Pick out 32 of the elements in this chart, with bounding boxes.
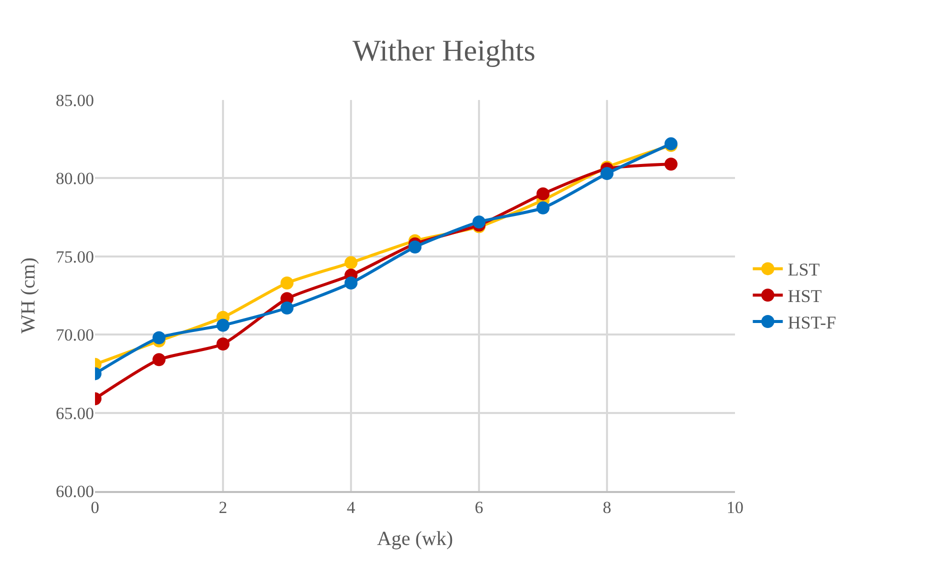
y-tick-label: 80.00 <box>56 169 94 188</box>
x-tick-label: 0 <box>90 498 100 518</box>
y-tick-label: 60.00 <box>56 482 94 501</box>
y-tick-label: 65.00 <box>56 404 94 423</box>
x-tick-label: 10 <box>726 498 744 518</box>
x-tick-label: 2 <box>218 498 228 518</box>
point <box>280 302 294 315</box>
y-axis-title: WH (cm) <box>17 257 40 334</box>
x-tick-label: 8 <box>602 498 612 518</box>
point <box>344 276 358 290</box>
x-tick-label: 6 <box>474 498 484 518</box>
point <box>216 318 230 332</box>
y-tick-label: 75.00 <box>56 247 94 266</box>
x-tick-label: 4 <box>346 498 356 518</box>
point <box>152 353 166 366</box>
point <box>216 337 230 350</box>
point <box>536 187 550 200</box>
y-tick-label: 85.00 <box>56 90 94 110</box>
y-tick-label: 70.00 <box>56 326 94 345</box>
point <box>280 276 294 290</box>
chart-title: Wither Heights <box>352 34 536 68</box>
point <box>664 158 678 171</box>
x-axis-title: Age (wk) <box>376 528 454 550</box>
point <box>472 215 486 228</box>
point <box>600 167 614 180</box>
point <box>536 201 550 214</box>
point <box>152 331 166 344</box>
point <box>408 240 422 254</box>
legend-label: HST-F <box>788 312 836 333</box>
point <box>344 256 358 270</box>
legend-label: HST <box>788 286 822 306</box>
legend-label: LST <box>788 260 820 280</box>
